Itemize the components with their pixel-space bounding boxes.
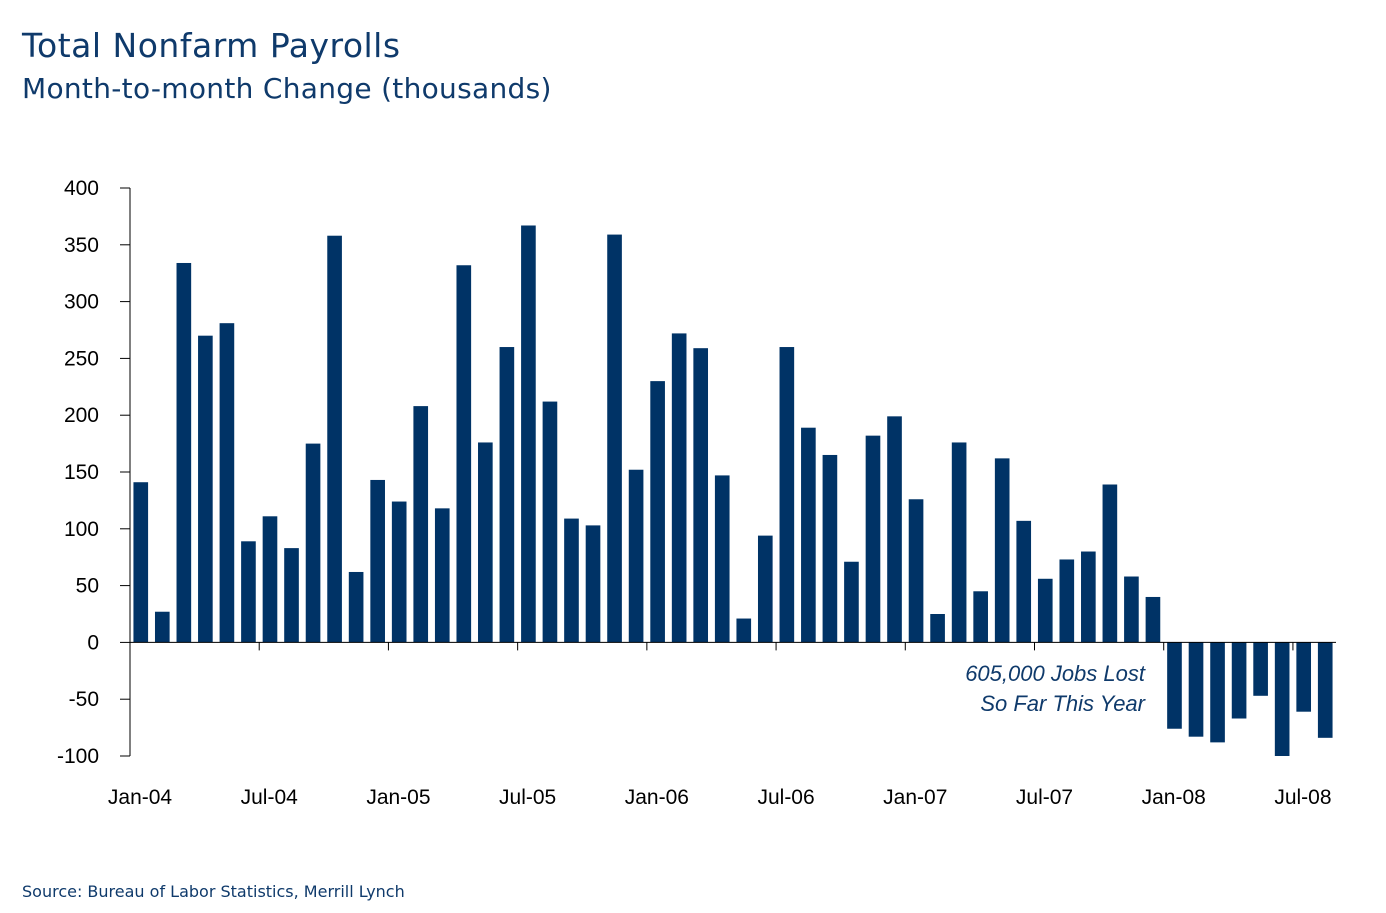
bar-Apr-06 — [714, 475, 730, 643]
source-note: Source: Bureau of Labor Statistics, Merr… — [22, 882, 405, 901]
x-tick-label: Jan-07 — [883, 786, 947, 809]
bar-Dec-06 — [887, 416, 902, 643]
bar-Mar-04 — [176, 262, 192, 643]
bar-Oct-07 — [1102, 484, 1118, 643]
bar-May-05 — [478, 442, 493, 643]
x-tick-label: Jan-08 — [1142, 786, 1206, 809]
x-tick-label: Jul-07 — [1016, 786, 1073, 809]
bar-May-04 — [219, 323, 235, 643]
bar-Feb-06 — [671, 333, 687, 643]
bar-Jan-05 — [391, 501, 407, 643]
x-tick-label: Jul-05 — [499, 786, 556, 809]
y-tick-label: -50 — [69, 688, 99, 711]
y-tick-label: 0 — [87, 631, 99, 654]
bar-Jul-04 — [262, 516, 278, 643]
y-tick-label: 400 — [64, 177, 99, 200]
chart-subtitle: Month-to-month Change (thousands) — [22, 72, 552, 105]
bar-Apr-04 — [198, 335, 213, 643]
y-tick-label: 350 — [64, 234, 99, 257]
bar-Apr-08 — [1231, 642, 1247, 719]
bar-Apr-05 — [456, 265, 472, 643]
bar-Jun-04 — [241, 541, 256, 643]
bar-Dec-04 — [370, 479, 385, 643]
bar-May-08 — [1253, 642, 1268, 696]
bar-May-07 — [994, 458, 1010, 643]
bar-Aug-07 — [1059, 559, 1075, 643]
bar-Oct-04 — [327, 235, 342, 643]
bar-Oct-06 — [844, 561, 859, 643]
bar-Jul-07 — [1037, 578, 1053, 643]
bar-Jan-07 — [908, 499, 924, 643]
bar-Sep-07 — [1081, 551, 1096, 643]
bar-Jan-06 — [650, 381, 665, 643]
bar-Nov-04 — [348, 571, 364, 643]
bar-Mar-05 — [434, 508, 450, 643]
y-tick-label: -100 — [57, 745, 99, 768]
bar-Jul-06 — [779, 347, 795, 643]
chart-title: Total Nonfarm Payrolls — [22, 26, 401, 65]
bar-Nov-05 — [607, 234, 622, 643]
bar-Jan-04 — [133, 482, 149, 643]
x-tick-label: Jul-08 — [1274, 786, 1331, 809]
bar-Jul-05 — [521, 225, 536, 643]
bar-Jun-06 — [757, 535, 773, 643]
y-tick-label: 200 — [64, 404, 99, 427]
bar-Jan-08 — [1167, 642, 1182, 729]
annotation-line-1: 605,000 Jobs Lost — [965, 661, 1146, 686]
bar-Feb-08 — [1188, 642, 1204, 737]
x-tick-label: Jan-05 — [366, 786, 430, 809]
annotation-line-2: So Far This Year — [980, 691, 1146, 716]
bar-Dec-05 — [628, 469, 644, 643]
bar-Oct-05 — [585, 525, 601, 643]
bar-Aug-06 — [801, 427, 816, 643]
y-tick-label: 300 — [64, 291, 99, 314]
bar-Nov-07 — [1124, 576, 1139, 643]
x-tick-label: Jan-04 — [108, 786, 173, 809]
bar-Jun-08 — [1274, 642, 1290, 756]
bar-Jul-08 — [1296, 642, 1312, 712]
bar-Aug-08 — [1317, 642, 1333, 738]
bar-Mar-07 — [951, 442, 967, 643]
bar-Feb-04 — [154, 611, 170, 643]
bar-Feb-05 — [413, 406, 429, 643]
x-axis-ticks: Jan-04 Jul-04 Jan-05 Jul-05 Jan-06 Jul-06 Jan-… — [108, 642, 1332, 809]
y-axis-ticks: 400 350 300 250 200 150 100 50 0 -50 -100 — [57, 177, 130, 768]
bar-Dec-07 — [1145, 596, 1161, 643]
y-tick-label: 50 — [76, 575, 99, 598]
x-tick-label: Jul-04 — [241, 786, 299, 809]
x-tick-label: Jul-06 — [757, 786, 814, 809]
bar-Aug-04 — [284, 548, 299, 643]
bar-Mar-08 — [1210, 642, 1225, 743]
y-tick-label: 250 — [64, 347, 99, 370]
y-tick-label: 100 — [64, 518, 99, 541]
bar-Jun-07 — [1016, 520, 1032, 643]
x-tick-label: Jan-06 — [625, 786, 689, 809]
bar-Sep-06 — [822, 454, 838, 643]
bar-Apr-07 — [973, 591, 988, 643]
bar-series — [133, 225, 1333, 756]
bar-Sep-05 — [564, 518, 579, 643]
bar-Mar-06 — [693, 348, 709, 643]
bar-Jun-05 — [499, 347, 515, 643]
bar-Sep-04 — [305, 443, 321, 643]
bar-Feb-07 — [930, 614, 945, 643]
bar-May-06 — [736, 618, 752, 643]
y-tick-label: 150 — [64, 461, 99, 484]
annotation: 605,000 Jobs Lost So Far This Year — [965, 661, 1146, 716]
bar-Nov-06 — [865, 435, 881, 643]
bar-Aug-05 — [542, 401, 558, 643]
